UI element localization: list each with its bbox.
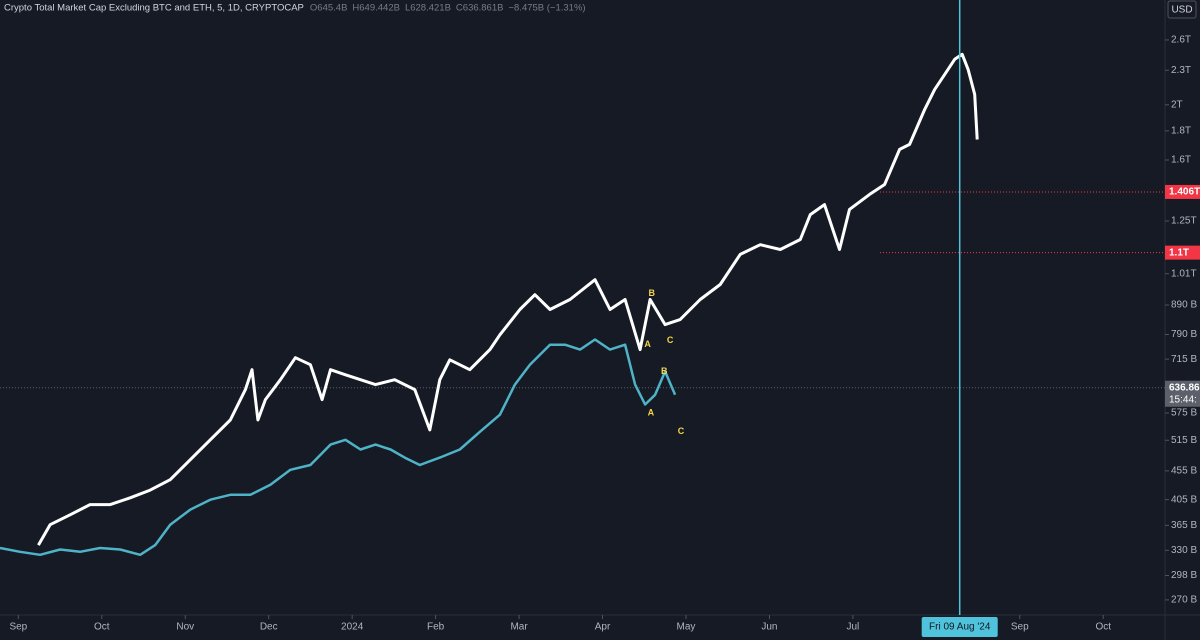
wave-label: B <box>661 366 668 376</box>
chart-title: Crypto Total Market Cap Excluding BTC an… <box>4 3 304 14</box>
x-tick-label: May <box>677 622 696 633</box>
price-label: 636.86 <box>1169 382 1200 393</box>
y-tick-label: 405 B <box>1171 494 1197 505</box>
x-tick-label: Apr <box>595 622 611 633</box>
price-label: 1.406T <box>1169 187 1200 198</box>
wave-label: A <box>644 339 651 349</box>
price-label: 1.1T <box>1169 247 1189 258</box>
currency[interactable]: USD <box>1171 5 1192 16</box>
x-tick-label: Mar <box>510 622 528 633</box>
x-tick-label: 2024 <box>341 622 364 633</box>
y-tick-label: 890 B <box>1171 300 1197 311</box>
series-line <box>37 52 979 546</box>
y-tick-label: 1.01T <box>1171 268 1197 279</box>
x-tick-label: Jun <box>761 622 777 633</box>
x-tick-label: Oct <box>94 622 110 633</box>
currency-box[interactable] <box>1167 0 1197 19</box>
x-tick-label: Oct <box>1095 622 1111 633</box>
y-tick-label: 270 B <box>1171 595 1197 606</box>
ohlc-value: L628.421B <box>405 3 451 14</box>
x-tick-label: Dec <box>260 622 278 633</box>
price-label-box <box>1165 245 1200 260</box>
x-tick-label: Nov <box>176 622 194 633</box>
wave-label: B <box>649 288 656 298</box>
y-tick-label: 1.8T <box>1171 126 1191 137</box>
y-tick-label: 575 B <box>1171 408 1197 419</box>
y-tick-label: 515 B <box>1171 435 1197 446</box>
y-tick-label: 330 B <box>1171 545 1197 556</box>
y-tick-label: 715 B <box>1171 354 1197 365</box>
price-label-box <box>1165 184 1200 199</box>
y-tick-label: 365 B <box>1171 520 1197 531</box>
crosshair-label: Fri 09 Aug '24 <box>929 622 991 633</box>
wave-label: A <box>648 407 655 417</box>
ohlc-value: −8.475B (−1.31%) <box>508 3 585 14</box>
wave-label: C <box>678 426 685 436</box>
x-tick-label: Sep <box>1011 622 1029 633</box>
x-tick-label: Sep <box>9 622 27 633</box>
price-label-box <box>1165 380 1200 407</box>
y-tick-label: 455 B <box>1171 466 1197 477</box>
y-tick-label: 790 B <box>1171 329 1197 340</box>
y-tick-label: 1.25T <box>1171 216 1197 227</box>
plot: B A C B A C <box>0 0 1165 615</box>
y-tick-label: 2.6T <box>1171 35 1191 46</box>
series-line <box>0 338 677 557</box>
ohlc-value: O645.4B <box>310 3 348 14</box>
crosshair-label-box <box>921 617 998 637</box>
price-countdown: 15:44: <box>1169 394 1197 405</box>
y-tick-label: 2.3T <box>1171 65 1191 76</box>
ohlc-value: C636.861B <box>456 3 504 14</box>
y-tick-label: 298 B <box>1171 570 1197 581</box>
x-tick-label: Feb <box>427 622 445 633</box>
y-tick-label: 2T <box>1171 99 1183 110</box>
y-tick-label: 1.6T <box>1171 155 1191 166</box>
x-tick-label: Jul <box>846 622 859 633</box>
wave-label: C <box>667 335 674 345</box>
ohlc-value: H649.442B <box>352 3 400 14</box>
